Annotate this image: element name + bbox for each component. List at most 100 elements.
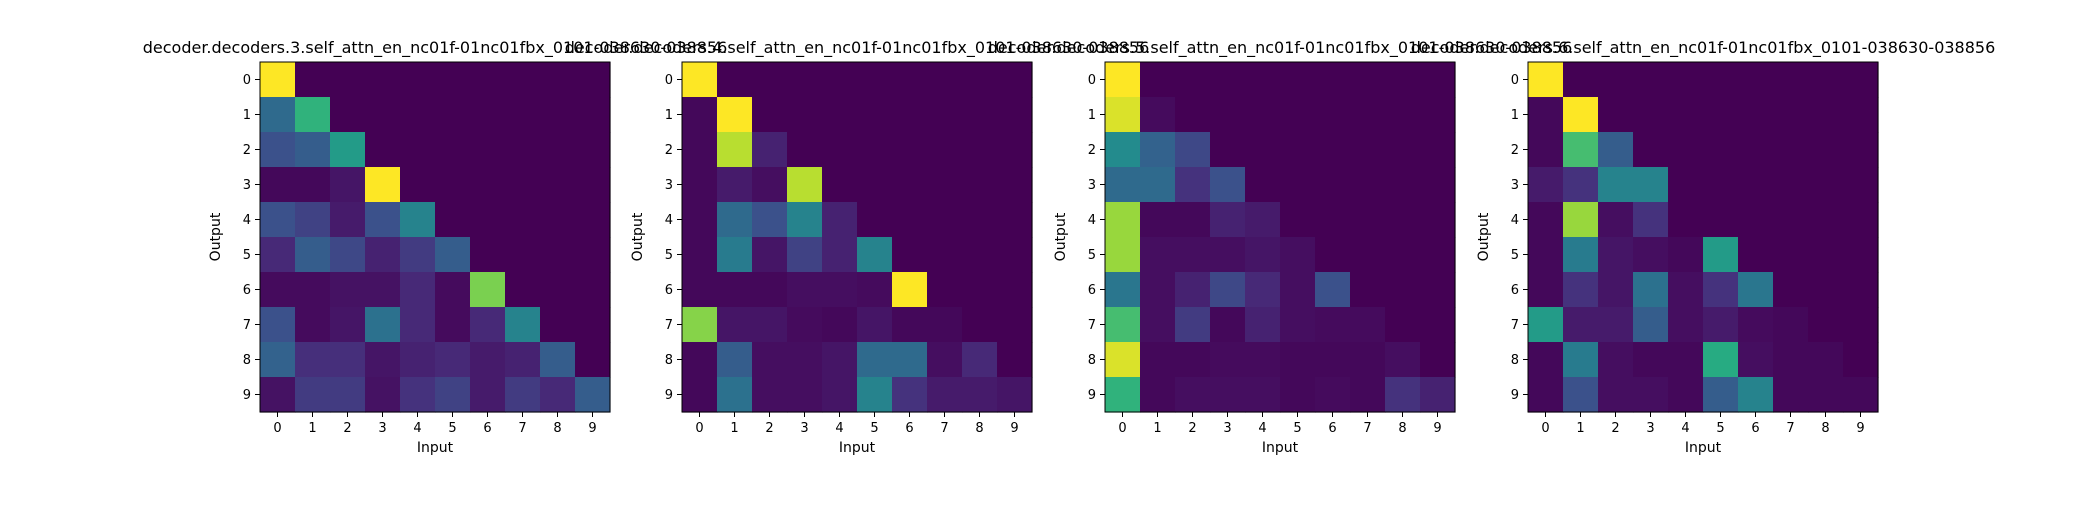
- heatmap-cell: [330, 377, 366, 413]
- heatmap-cell: [1703, 342, 1739, 378]
- heatmap-cell: [1315, 272, 1351, 308]
- y-tick-label: 8: [1088, 353, 1096, 368]
- heatmap-cell: [962, 132, 998, 168]
- heatmap-cell: [435, 132, 471, 168]
- heatmap-cell: [1245, 62, 1281, 98]
- x-tick-label: 3: [800, 421, 808, 436]
- heatmap-cell: [400, 62, 436, 98]
- heatmap-cell: [1738, 202, 1774, 238]
- heatmap-cell: [927, 342, 963, 378]
- heatmap-cell: [1140, 342, 1176, 378]
- heatmap-cell: [1598, 307, 1634, 343]
- heatmap-cell: [1528, 272, 1564, 308]
- heatmap-cell: [505, 167, 541, 203]
- heatmap-cell: [787, 132, 823, 168]
- heatmap-cell: [1528, 237, 1564, 273]
- heatmap-cell: [1598, 237, 1634, 273]
- x-tick-label: 8: [553, 421, 561, 436]
- heatmap-cell: [822, 342, 858, 378]
- heatmap-cell: [1773, 202, 1809, 238]
- heatmap-cell: [1738, 307, 1774, 343]
- heatmap-cell: [1420, 202, 1456, 238]
- x-tick-label: 7: [1363, 421, 1371, 436]
- heatmap-cell: [365, 237, 401, 273]
- heatmap-cell: [1738, 377, 1774, 413]
- heatmap-cell: [857, 202, 893, 238]
- heatmap-cell: [892, 307, 928, 343]
- heatmap-cell: [365, 307, 401, 343]
- heatmap-cell: [1668, 97, 1704, 133]
- heatmap-cell: [295, 272, 331, 308]
- heatmap-cell: [1420, 272, 1456, 308]
- heatmap-cell: [470, 202, 506, 238]
- heatmap-cell: [1245, 132, 1281, 168]
- heatmap-cell: [1808, 97, 1844, 133]
- heatmap-cell: [1140, 97, 1176, 133]
- x-tick-label: 7: [1786, 421, 1794, 436]
- heatmap-cell: [1563, 202, 1599, 238]
- heatmap-cell: [435, 377, 471, 413]
- heatmap-cell: [857, 237, 893, 273]
- heatmap-cell: [330, 307, 366, 343]
- heatmap-cell: [682, 62, 718, 98]
- x-tick-label: 4: [1681, 421, 1689, 436]
- heatmap-cell: [1843, 202, 1879, 238]
- heatmap-cell: [1528, 97, 1564, 133]
- x-axis-label: Input: [417, 440, 454, 456]
- heatmap-cell: [330, 62, 366, 98]
- heatmap-cell: [470, 307, 506, 343]
- heatmap-cell: [295, 62, 331, 98]
- heatmap-cell: [997, 202, 1033, 238]
- heatmap-cell: [1385, 342, 1421, 378]
- heatmap-cell: [1350, 167, 1386, 203]
- heatmap-cell: [857, 62, 893, 98]
- heatmap-cell: [1738, 342, 1774, 378]
- y-tick-label: 3: [243, 178, 251, 193]
- heatmap-cell: [1668, 237, 1704, 273]
- heatmap-cell: [1350, 62, 1386, 98]
- heatmap-cell: [892, 377, 928, 413]
- y-tick-label: 4: [1511, 213, 1519, 228]
- heatmap-cell: [717, 167, 753, 203]
- heatmap-cell: [260, 167, 296, 203]
- heatmap-cell: [295, 237, 331, 273]
- y-tick-label: 2: [665, 143, 673, 158]
- heatmap-cell: [1385, 237, 1421, 273]
- heatmap-cell: [1633, 307, 1669, 343]
- heatmap-cell: [1315, 62, 1351, 98]
- heatmap-cell: [1175, 377, 1211, 413]
- heatmap-cell: [1280, 342, 1316, 378]
- heatmap-cell: [575, 62, 611, 98]
- x-tick-label: 1: [308, 421, 316, 436]
- heatmap-cell: [470, 237, 506, 273]
- heatmap-cell: [1210, 62, 1246, 98]
- heatmap-cell: [787, 97, 823, 133]
- heatmap-cell: [962, 237, 998, 273]
- heatmap-cell: [1598, 342, 1634, 378]
- heatmap-cell: [540, 377, 576, 413]
- y-tick-label: 8: [243, 353, 251, 368]
- heatmap-cell: [892, 342, 928, 378]
- heatmap-cell: [295, 97, 331, 133]
- heatmap-cell: [1633, 272, 1669, 308]
- heatmap-cell: [1773, 132, 1809, 168]
- heatmap-cell: [400, 97, 436, 133]
- heatmap-cell: [822, 167, 858, 203]
- y-tick-label: 4: [243, 213, 251, 228]
- heatmap-cell: [717, 202, 753, 238]
- heatmap-cell: [1140, 272, 1176, 308]
- plot-frame: [681, 61, 1033, 413]
- heatmap-cell: [1843, 272, 1879, 308]
- heatmap-cell: [1280, 377, 1316, 413]
- heatmap-cell: [962, 307, 998, 343]
- heatmap-cell: [1385, 272, 1421, 308]
- heatmap-cell: [1385, 307, 1421, 343]
- heatmap-cell: [1633, 237, 1669, 273]
- x-tick-label: 8: [1821, 421, 1829, 436]
- heatmap-cell: [435, 167, 471, 203]
- heatmap-cell: [1703, 167, 1739, 203]
- x-tick-label: 5: [448, 421, 456, 436]
- y-tick-label: 9: [665, 388, 673, 403]
- heatmap-cell: [1703, 377, 1739, 413]
- heatmap-cell: [927, 202, 963, 238]
